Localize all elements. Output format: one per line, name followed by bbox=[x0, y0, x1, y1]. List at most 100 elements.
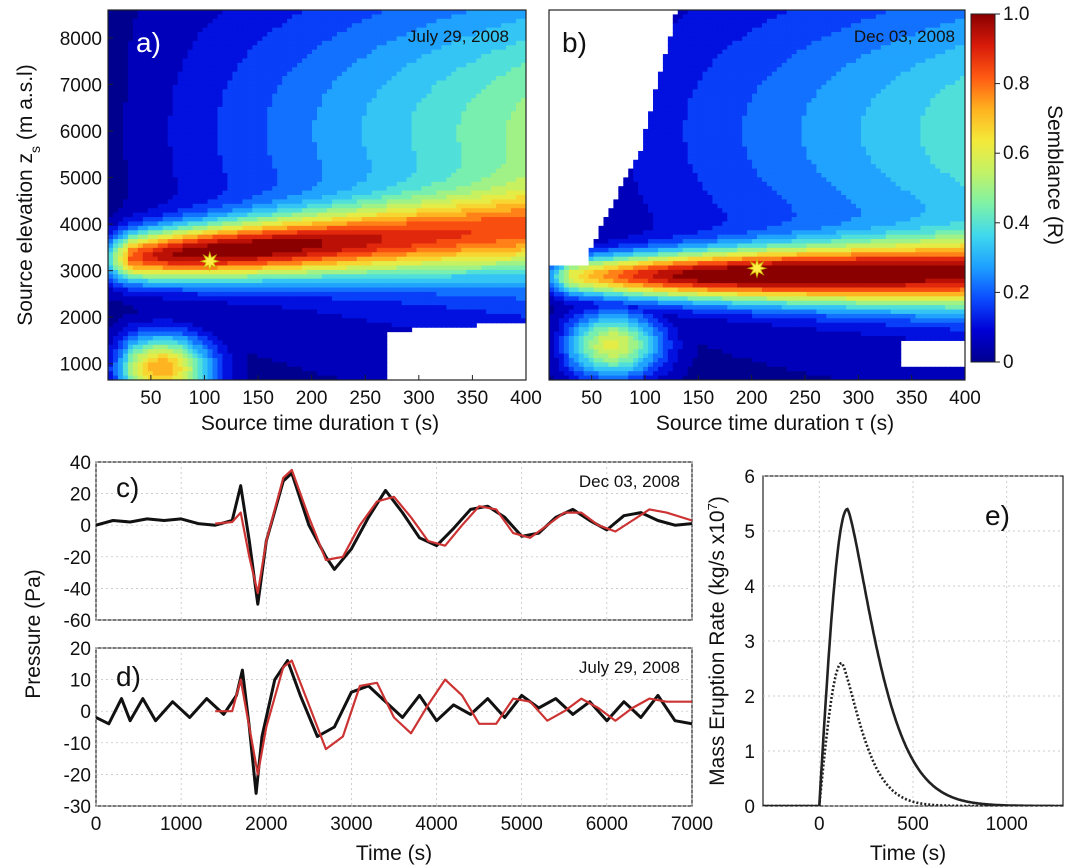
semblance-cell bbox=[237, 190, 243, 196]
semblance-cell bbox=[341, 58, 348, 64]
semblance-cell bbox=[177, 234, 184, 240]
semblance-cell bbox=[147, 212, 154, 218]
semblance-cell bbox=[307, 159, 313, 165]
semblance-cell bbox=[112, 14, 119, 20]
semblance-cell bbox=[217, 40, 224, 46]
semblance-cell bbox=[282, 371, 288, 377]
semblance-cell bbox=[272, 133, 278, 139]
semblance-cell bbox=[152, 102, 159, 108]
semblance-cell bbox=[336, 239, 343, 245]
semblance-cell bbox=[242, 54, 248, 60]
semblance-cell bbox=[108, 150, 114, 156]
semblance-cell bbox=[317, 76, 323, 82]
semblance-cell bbox=[262, 212, 268, 218]
semblance-cell bbox=[152, 14, 159, 20]
semblance-cell bbox=[346, 76, 353, 82]
semblance-cell bbox=[307, 322, 313, 328]
semblance-cell bbox=[257, 102, 263, 108]
semblance-cell bbox=[172, 313, 179, 319]
semblance-cell bbox=[381, 212, 388, 218]
semblance-cell bbox=[351, 40, 358, 46]
semblance-cell bbox=[386, 32, 393, 38]
semblance-cell bbox=[192, 45, 199, 51]
semblance-cell bbox=[312, 111, 318, 117]
semblance-cell bbox=[252, 32, 258, 38]
semblance-cell bbox=[267, 353, 273, 359]
semblance-cell bbox=[391, 212, 398, 218]
semblance-cell bbox=[182, 190, 189, 196]
semblance-cell bbox=[361, 357, 368, 363]
semblance-cell bbox=[197, 190, 204, 196]
semblance-cell bbox=[396, 36, 403, 42]
semblance-cell bbox=[147, 335, 154, 341]
semblance-cell bbox=[292, 331, 298, 337]
semblance-cell bbox=[182, 375, 189, 380]
semblance-cell bbox=[192, 159, 199, 165]
semblance-cell bbox=[177, 265, 184, 271]
semblance-cell bbox=[371, 212, 378, 218]
semblance-cell bbox=[326, 318, 333, 324]
semblance-cell bbox=[282, 300, 288, 306]
semblance-cell bbox=[162, 212, 169, 218]
semblance-cell bbox=[366, 212, 373, 218]
semblance-cell bbox=[341, 344, 348, 350]
semblance-cell bbox=[132, 124, 139, 130]
semblance-cell bbox=[147, 54, 154, 60]
semblance-cell bbox=[227, 93, 234, 99]
semblance-cell bbox=[207, 195, 214, 200]
semblance-cell bbox=[272, 111, 278, 117]
semblance-cell bbox=[197, 137, 204, 143]
semblance-cell bbox=[212, 243, 219, 249]
semblance-cell bbox=[167, 199, 174, 205]
semblance-cell bbox=[137, 252, 144, 258]
semblance-cell bbox=[336, 32, 343, 38]
semblance-cell bbox=[376, 225, 383, 231]
semblance-cell bbox=[117, 278, 124, 284]
semblance-cell bbox=[142, 54, 149, 60]
semblance-cell bbox=[117, 243, 124, 249]
semblance-cell bbox=[182, 150, 189, 156]
semblance-cell bbox=[237, 181, 243, 187]
semblance-cell bbox=[292, 67, 298, 73]
semblance-cell bbox=[247, 362, 253, 368]
semblance-cell bbox=[207, 32, 214, 38]
semblance-cell bbox=[212, 120, 219, 126]
semblance-cell bbox=[257, 327, 263, 333]
semblance-cell bbox=[336, 128, 343, 134]
semblance-cell bbox=[307, 102, 313, 108]
semblance-cell bbox=[257, 208, 263, 214]
semblance-cell bbox=[331, 89, 338, 95]
semblance-cell bbox=[142, 142, 149, 148]
semblance-cell bbox=[321, 111, 328, 117]
semblance-cell bbox=[167, 371, 174, 377]
semblance-cell bbox=[217, 291, 224, 297]
semblance-cell bbox=[361, 252, 368, 258]
semblance-cell bbox=[287, 120, 293, 126]
semblance-cell bbox=[132, 340, 139, 346]
semblance-cell bbox=[112, 274, 119, 280]
semblance-cell bbox=[122, 10, 129, 15]
semblance-cell bbox=[202, 181, 209, 187]
semblance-cell bbox=[401, 318, 408, 324]
semblance-cell bbox=[237, 239, 243, 245]
semblance-cell bbox=[361, 344, 368, 350]
semblance-cell bbox=[237, 234, 243, 240]
semblance-cell bbox=[277, 80, 283, 86]
semblance-cell bbox=[167, 36, 174, 42]
semblance-cell bbox=[366, 84, 373, 90]
semblance-cell bbox=[162, 150, 169, 156]
semblance-cell bbox=[321, 102, 328, 108]
semblance-cell bbox=[142, 221, 149, 227]
semblance-cell bbox=[252, 335, 258, 341]
semblance-cell bbox=[381, 40, 388, 46]
semblance-cell bbox=[122, 371, 129, 377]
semblance-cell bbox=[302, 49, 308, 55]
semblance-cell bbox=[307, 212, 313, 218]
semblance-cell bbox=[197, 133, 204, 139]
semblance-cell bbox=[147, 291, 154, 297]
semblance-cell bbox=[292, 98, 298, 104]
semblance-cell bbox=[247, 93, 253, 99]
semblance-cell bbox=[366, 278, 373, 284]
semblance-cell bbox=[292, 128, 298, 134]
semblance-cell bbox=[401, 40, 408, 46]
